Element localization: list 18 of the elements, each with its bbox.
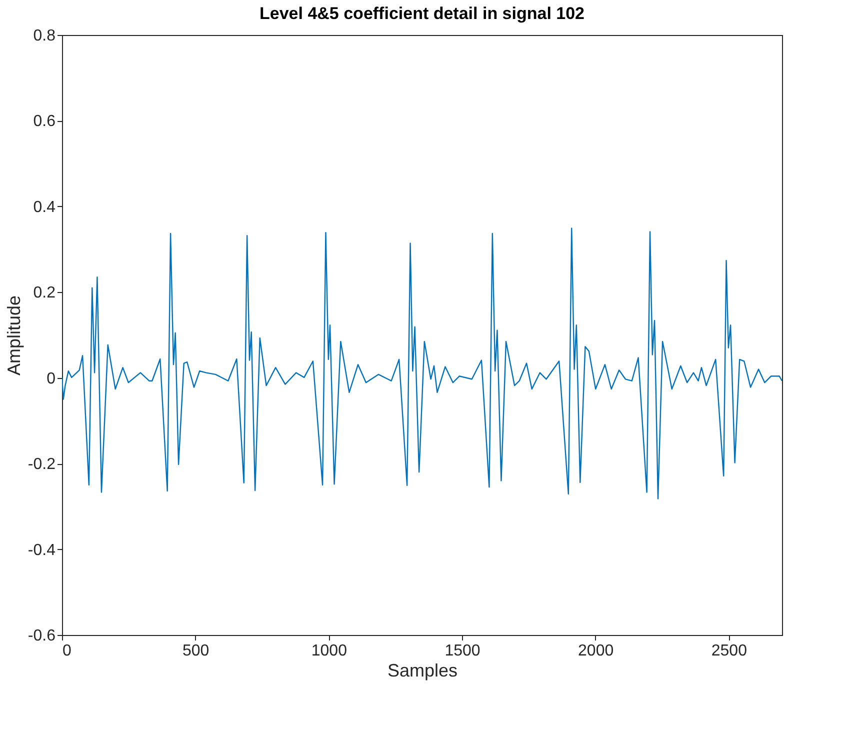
x-tick-label: 2000: [578, 642, 614, 660]
y-tick-label: -0.2: [28, 456, 56, 474]
y-tick-label: -0.4: [28, 542, 56, 559]
y-tick-label: -0.6: [28, 628, 56, 644]
y-tick-label: 0: [46, 370, 56, 388]
x-tick-label: 2500: [711, 642, 748, 660]
x-tick-label: 0: [62, 642, 72, 660]
y-tick-label: 0.6: [33, 113, 56, 130]
line-series: [62, 228, 782, 500]
y-tick-label: 0.2: [33, 284, 56, 302]
x-tick-label: 500: [182, 642, 210, 660]
x-tick-label: 1500: [444, 642, 480, 660]
y-axis-title: Amplitude: [4, 295, 24, 376]
chart-title: Level 4&5 coefficient detail in signal 102: [259, 4, 585, 23]
y-tick-label: 0.8: [33, 28, 56, 44]
x-tick-label: 1000: [311, 642, 348, 660]
y-tick-label: 0.4: [33, 198, 56, 216]
x-axis-title: Samples: [387, 660, 458, 680]
